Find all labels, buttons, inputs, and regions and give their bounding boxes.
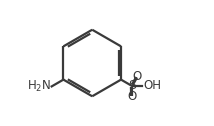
Text: S: S [128, 79, 136, 92]
Text: OH: OH [143, 79, 161, 92]
Text: O: O [127, 90, 136, 103]
Text: O: O [133, 70, 142, 83]
Text: H$_2$N: H$_2$N [27, 79, 51, 94]
